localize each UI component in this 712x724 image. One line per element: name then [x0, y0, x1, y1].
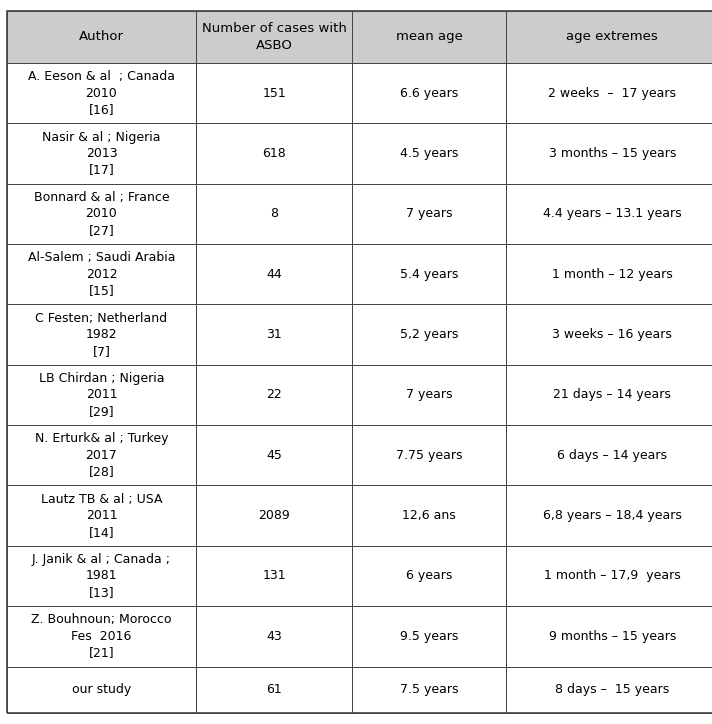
Bar — [352, 667, 506, 713]
Text: 618: 618 — [262, 147, 286, 160]
Bar — [196, 244, 352, 304]
Bar — [196, 667, 352, 713]
Text: 9.5 years: 9.5 years — [400, 630, 458, 643]
Text: Lautz TB & al ; USA
2011
[14]: Lautz TB & al ; USA 2011 [14] — [41, 492, 162, 539]
Text: 43: 43 — [266, 630, 282, 643]
Text: 44: 44 — [266, 268, 282, 281]
Bar — [506, 365, 712, 425]
Bar — [7, 184, 196, 244]
Bar — [7, 11, 196, 63]
Text: Number of cases with
ASBO: Number of cases with ASBO — [201, 22, 347, 51]
Bar — [7, 667, 196, 713]
Bar — [196, 184, 352, 244]
Bar — [352, 63, 506, 123]
Bar — [352, 11, 506, 63]
Bar — [196, 365, 352, 425]
Bar — [352, 546, 506, 606]
Bar — [196, 425, 352, 486]
Text: 3 months – 15 years: 3 months – 15 years — [549, 147, 676, 160]
Bar — [196, 11, 352, 63]
Bar — [196, 486, 352, 546]
Bar — [506, 123, 712, 184]
Bar — [7, 123, 196, 184]
Text: C Festen; Netherland
1982
[7]: C Festen; Netherland 1982 [7] — [36, 311, 167, 358]
Bar — [506, 606, 712, 667]
Bar — [7, 244, 196, 304]
Text: 6 days – 14 years: 6 days – 14 years — [557, 449, 667, 462]
Text: Al-Salem ; Saudi Arabia
2012
[15]: Al-Salem ; Saudi Arabia 2012 [15] — [28, 251, 175, 298]
Bar — [506, 184, 712, 244]
Text: 2089: 2089 — [258, 509, 290, 522]
Bar — [352, 606, 506, 667]
Text: 7.75 years: 7.75 years — [396, 449, 462, 462]
Text: 6.6 years: 6.6 years — [400, 87, 458, 100]
Text: 8: 8 — [270, 207, 278, 220]
Text: 5.4 years: 5.4 years — [400, 268, 458, 281]
Text: age extremes: age extremes — [567, 30, 658, 43]
Text: 12,6 ans: 12,6 ans — [402, 509, 456, 522]
Text: 7 years: 7 years — [406, 388, 452, 401]
Bar — [196, 606, 352, 667]
Text: J. Janik & al ; Canada ;
1981
[13]: J. Janik & al ; Canada ; 1981 [13] — [32, 553, 171, 599]
Text: 6 years: 6 years — [406, 570, 452, 583]
Bar — [352, 244, 506, 304]
Bar — [7, 63, 196, 123]
Bar — [196, 304, 352, 365]
Text: 9 months – 15 years: 9 months – 15 years — [549, 630, 676, 643]
Bar — [7, 486, 196, 546]
Bar — [352, 304, 506, 365]
Text: Nasir & al ; Nigeria
2013
[17]: Nasir & al ; Nigeria 2013 [17] — [42, 130, 161, 177]
Bar — [506, 63, 712, 123]
Text: 61: 61 — [266, 683, 282, 696]
Bar — [7, 546, 196, 606]
Text: Z. Bouhnoun; Morocco
Fes  2016
[21]: Z. Bouhnoun; Morocco Fes 2016 [21] — [31, 613, 172, 660]
Bar — [7, 365, 196, 425]
Bar — [7, 606, 196, 667]
Bar — [352, 486, 506, 546]
Text: 6,8 years – 18,4 years: 6,8 years – 18,4 years — [543, 509, 682, 522]
Text: Author: Author — [79, 30, 124, 43]
Text: 8 days –  15 years: 8 days – 15 years — [555, 683, 669, 696]
Bar — [7, 304, 196, 365]
Text: 21 days – 14 years: 21 days – 14 years — [553, 388, 671, 401]
Text: LB Chirdan ; Nigeria
2011
[29]: LB Chirdan ; Nigeria 2011 [29] — [38, 372, 164, 418]
Text: 3 weeks – 16 years: 3 weeks – 16 years — [553, 328, 672, 341]
Bar — [352, 425, 506, 486]
Text: 2 weeks  –  17 years: 2 weeks – 17 years — [548, 87, 676, 100]
Text: 31: 31 — [266, 328, 282, 341]
Text: mean age: mean age — [396, 30, 462, 43]
Text: 22: 22 — [266, 388, 282, 401]
Bar — [196, 123, 352, 184]
Text: 151: 151 — [262, 87, 286, 100]
Text: 7 years: 7 years — [406, 207, 452, 220]
Text: Bonnard & al ; France
2010
[27]: Bonnard & al ; France 2010 [27] — [33, 191, 169, 237]
Bar — [196, 63, 352, 123]
Bar — [506, 546, 712, 606]
Bar — [506, 486, 712, 546]
Text: our study: our study — [72, 683, 131, 696]
Text: N. Erturk& al ; Turkey
2017
[28]: N. Erturk& al ; Turkey 2017 [28] — [35, 432, 168, 479]
Bar — [506, 11, 712, 63]
Text: 1 month – 12 years: 1 month – 12 years — [552, 268, 673, 281]
Text: A. Eeson & al  ; Canada
2010
[16]: A. Eeson & al ; Canada 2010 [16] — [28, 70, 175, 116]
Bar — [352, 365, 506, 425]
Bar — [352, 123, 506, 184]
Text: 7.5 years: 7.5 years — [399, 683, 459, 696]
Bar — [506, 667, 712, 713]
Text: 4.4 years – 13.1 years: 4.4 years – 13.1 years — [543, 207, 681, 220]
Bar — [506, 304, 712, 365]
Bar — [196, 546, 352, 606]
Bar — [506, 425, 712, 486]
Bar — [352, 184, 506, 244]
Text: 1 month – 17,9  years: 1 month – 17,9 years — [544, 570, 681, 583]
Text: 131: 131 — [262, 570, 286, 583]
Bar — [506, 244, 712, 304]
Bar — [7, 425, 196, 486]
Text: 5,2 years: 5,2 years — [400, 328, 458, 341]
Text: 45: 45 — [266, 449, 282, 462]
Text: 4.5 years: 4.5 years — [400, 147, 458, 160]
